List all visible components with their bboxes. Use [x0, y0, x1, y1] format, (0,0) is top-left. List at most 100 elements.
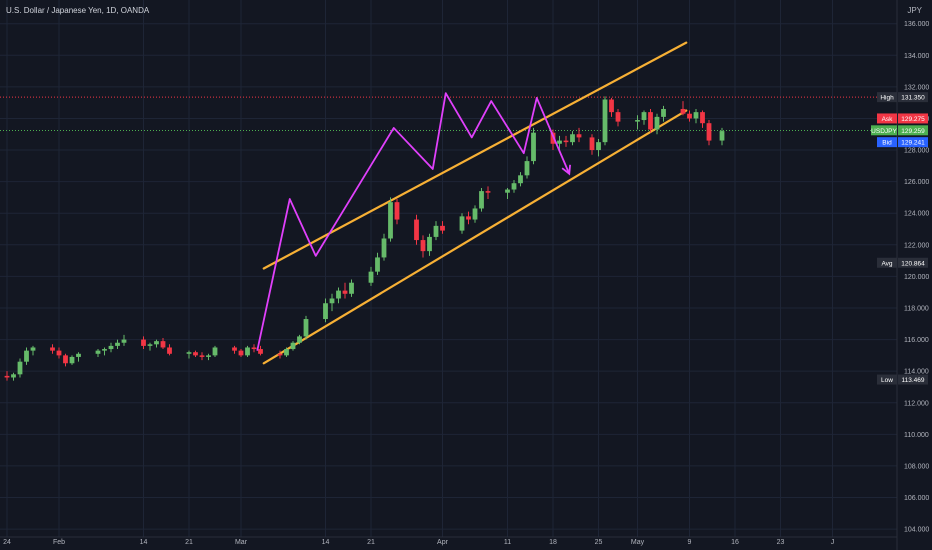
- candle-body: [76, 353, 81, 357]
- candle-body: [557, 140, 562, 144]
- y-tick-label: 132.000: [904, 84, 929, 91]
- zigzag-pattern-line: [256, 92, 571, 351]
- y-tick-label: 134.000: [904, 53, 929, 60]
- candle-body: [290, 342, 296, 350]
- price-tag-label-bg: [877, 374, 897, 385]
- price-tag-value: 129.275: [901, 116, 925, 123]
- candle-body: [511, 183, 517, 190]
- candle-body: [206, 355, 211, 357]
- price-tag-label-bg: [877, 137, 897, 148]
- x-tick-label: Mar: [235, 539, 248, 546]
- price-tag-value: 129.259: [901, 128, 925, 135]
- candle-body: [459, 216, 465, 231]
- candle-body: [50, 347, 55, 351]
- candle-body: [69, 356, 75, 364]
- price-tag-value: 120.864: [901, 260, 925, 267]
- candle-body: [479, 191, 484, 209]
- price-tag-value: 131.350: [901, 95, 925, 102]
- y-tick-label: 124.000: [904, 211, 929, 218]
- y-tick-label: 116.000: [904, 337, 929, 344]
- candle-body: [440, 225, 445, 231]
- price-tag-label: Bid: [882, 140, 892, 147]
- y-tick-label: 120.000: [904, 274, 929, 281]
- candle-body: [466, 216, 471, 220]
- candle-body: [472, 208, 478, 220]
- x-tick-label: 11: [504, 539, 511, 546]
- price-tag-label: High: [880, 95, 894, 102]
- price-tag-label-bg: [877, 257, 897, 268]
- zigzag-arrow-head: [561, 164, 571, 176]
- y-tick-label: 126.000: [904, 179, 929, 186]
- y-tick-label: 122.000: [904, 242, 929, 249]
- candle-body: [115, 342, 120, 346]
- candle-body: [641, 112, 647, 121]
- candle-body: [427, 236, 432, 252]
- currency-badge[interactable]: JPY: [907, 6, 922, 15]
- candle-body: [212, 347, 218, 356]
- candle-body: [17, 361, 23, 375]
- candle-body: [4, 375, 10, 378]
- y-tick-label: 106.000: [904, 495, 929, 502]
- candle-body: [687, 113, 692, 119]
- candle-body: [303, 319, 309, 337]
- candle-body: [394, 202, 400, 220]
- candle-body: [609, 99, 614, 113]
- candle-body: [297, 336, 302, 343]
- candle-body: [368, 271, 374, 283]
- y-tick-label: 110.000: [904, 432, 929, 439]
- price-tag-value-bg: [898, 257, 928, 268]
- candle-body: [576, 134, 582, 138]
- candle-body: [323, 303, 328, 320]
- y-tick-label: 128.000: [904, 148, 929, 155]
- x-tick-label: 21: [367, 539, 375, 546]
- candle-body: [433, 225, 439, 237]
- candle-body: [524, 161, 530, 176]
- price-tag-value: 113.469: [901, 377, 924, 384]
- price-tag-label: Ask: [882, 116, 894, 123]
- price-tag-value-bg: [898, 113, 928, 124]
- candle-body: [154, 341, 159, 345]
- candle-body: [30, 347, 36, 351]
- candle-body: [693, 112, 699, 119]
- candle-body: [570, 134, 575, 143]
- candle-body: [596, 142, 601, 151]
- candle-body: [277, 353, 283, 356]
- channel-lower-line: [262, 109, 688, 365]
- candle-body: [531, 132, 536, 162]
- price-tag-value-bg: [898, 125, 928, 136]
- x-tick-label: 16: [731, 539, 739, 546]
- x-tick-label: 9: [688, 539, 692, 546]
- candle-body: [232, 347, 237, 351]
- y-tick-label: 108.000: [904, 463, 929, 470]
- symbol-title: U.S. Dollar / Japanese Yen, 1D, OANDA: [6, 6, 150, 15]
- x-tick-label: 24: [3, 539, 11, 546]
- candle-body: [336, 290, 341, 299]
- candle-body: [700, 112, 705, 124]
- price-tag-value-bg: [898, 137, 928, 148]
- candle-body: [342, 290, 348, 294]
- candle-body: [56, 350, 62, 356]
- price-tag-label-bg: [877, 92, 897, 103]
- x-tick-label: 18: [549, 539, 557, 546]
- y-tick-label: 136.000: [904, 21, 929, 28]
- price-tag-label-bg: [871, 125, 897, 136]
- candle-body: [349, 282, 354, 294]
- price-tag-value-bg: [898, 374, 928, 385]
- price-tag-label: Avg: [881, 260, 892, 267]
- y-tick-label: 112.000: [904, 400, 929, 407]
- candle-body: [654, 116, 660, 130]
- candle-body: [24, 350, 29, 362]
- candle-body: [121, 339, 127, 343]
- candle-body: [420, 240, 426, 252]
- price-tag-label: Low: [881, 377, 893, 384]
- candle-body: [381, 238, 387, 258]
- y-tick-label: 104.000: [904, 527, 929, 534]
- candle-body: [680, 108, 686, 114]
- price-tag-value-bg: [898, 92, 928, 103]
- candle-body: [648, 112, 653, 130]
- candle-body: [251, 347, 257, 350]
- candle-body: [518, 175, 523, 184]
- y-tick-label: 114.000: [904, 369, 929, 376]
